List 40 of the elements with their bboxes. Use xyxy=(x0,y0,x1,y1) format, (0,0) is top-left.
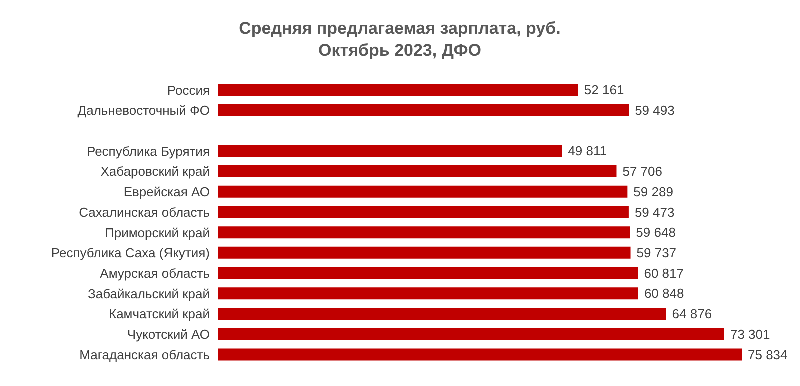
data-label: 59 473 xyxy=(634,204,675,220)
data-label: 57 706 xyxy=(622,164,663,180)
y-tick-label: Россия xyxy=(167,82,210,98)
bar xyxy=(218,308,666,320)
y-tick-label: Чукотский АО xyxy=(127,327,210,342)
data-label: 75 834 xyxy=(748,347,788,362)
bar xyxy=(218,186,628,198)
y-tick-label: Республика Саха (Якутия) xyxy=(51,246,210,261)
bar xyxy=(218,206,629,218)
bar xyxy=(218,328,724,340)
data-label: 59 289 xyxy=(634,184,674,200)
chart-title: Средняя предлагаемая зарплата, руб. Октябрь 2023, ДФО xyxy=(238,18,562,62)
y-tick-label: Дальневосточный ФО xyxy=(78,103,210,118)
bar xyxy=(218,348,742,361)
y-tick-label: Сахалинская область xyxy=(79,204,210,220)
bar xyxy=(218,246,631,259)
y-tick-label: Забайкальский край xyxy=(88,286,210,302)
data-label: 73 301 xyxy=(730,326,770,342)
y-tick-label: Приморский край xyxy=(105,225,210,240)
bar xyxy=(218,84,578,96)
data-label: 64 876 xyxy=(672,306,712,322)
data-label: 60 848 xyxy=(644,286,684,302)
bar xyxy=(218,226,630,239)
y-tick-label: Амурская область xyxy=(100,266,210,282)
bar xyxy=(218,104,630,116)
data-label: 60 817 xyxy=(644,266,684,281)
y-tick-label: Хабаровский край xyxy=(100,164,210,180)
data-label: 49 811 xyxy=(568,144,607,159)
y-tick-label: Еврейская АО xyxy=(124,184,210,200)
y-tick-label: Республика Бурятия xyxy=(86,144,210,159)
data-label: 52 161 xyxy=(584,82,624,98)
bar xyxy=(218,166,617,178)
bar xyxy=(218,267,638,280)
y-tick-label: Магаданская область xyxy=(80,347,210,362)
data-label: 59 648 xyxy=(636,225,676,240)
data-label: 59 493 xyxy=(635,102,675,118)
bar xyxy=(218,145,562,158)
y-tick-label: Камчатский край xyxy=(109,306,210,322)
bar xyxy=(218,288,638,300)
data-label: 59 737 xyxy=(636,245,677,260)
